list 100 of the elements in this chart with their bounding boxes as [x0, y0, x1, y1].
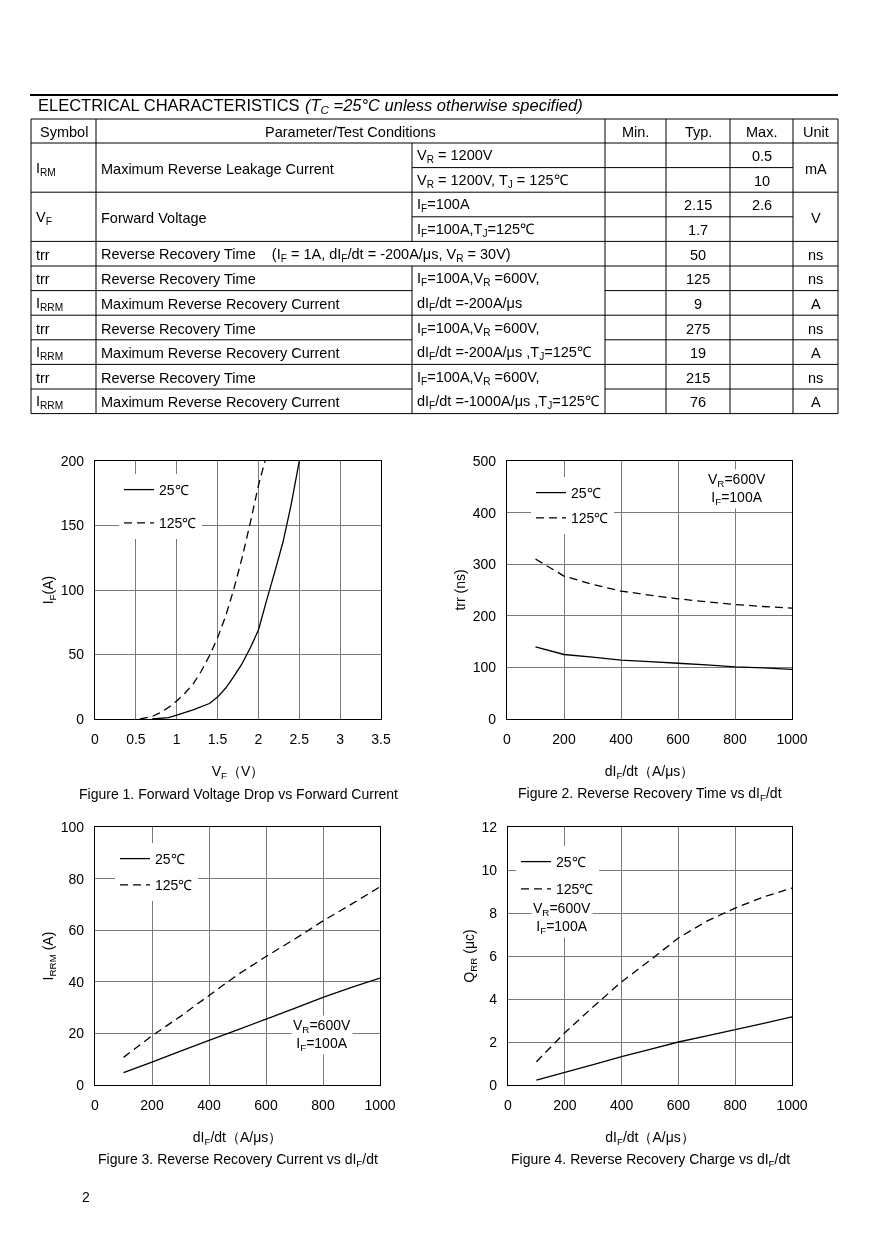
text: I$_{F}$=100A,V$_{R}$ =600V, [417, 270, 540, 289]
text: I$_{RM}$ [36, 160, 56, 179]
text: 1.7 [688, 222, 709, 238]
text: Maximum Reverse Recovery Current [101, 345, 340, 361]
text: (T$_{C}$ =25°C unless otherwise specified) [305, 96, 583, 117]
text: Maximum Reverse Leakage Current [101, 161, 334, 177]
text: V [811, 210, 821, 226]
y-tick-label: 8 [489, 904, 498, 921]
x-tick-label: 600 [666, 730, 690, 747]
text: ns [808, 247, 824, 263]
category-label: Unit [803, 124, 829, 140]
category-label: Min. [622, 124, 650, 140]
x-axis-title: dI$_{F}$/dt（A/μs） [604, 763, 695, 782]
text: Maximum Reverse Recovery Current [101, 296, 340, 312]
y-tick-label: 40 [68, 973, 85, 990]
y-tick-label: 0 [76, 710, 85, 727]
text: dI$_{F}$/dt =-200A/μs [417, 295, 523, 314]
text: V$_{F}$ [36, 209, 52, 228]
x-tick-label: 0 [504, 1096, 513, 1113]
text: dI$_{F}$/dt =-1000A/μs ,T$_{J}$=125℃ [417, 393, 599, 412]
x-tick-label: 0 [503, 730, 512, 747]
annotation: V$_{R}$=600V I$_{F}$=100A [533, 900, 591, 937]
text: 125 [686, 271, 711, 287]
annotation: V$_{R}$=600V I$_{F}$=100A [293, 1017, 351, 1054]
text: Reverse Recovery Time [101, 321, 256, 337]
legend-label: 125℃ [571, 510, 609, 527]
y-tick-label: 60 [68, 922, 85, 939]
legend-label: 125℃ [159, 515, 197, 532]
text: trr [36, 321, 50, 337]
text: 10 [754, 173, 771, 189]
x-tick-label: 400 [609, 730, 633, 747]
text: trr [36, 271, 50, 287]
x-tick-label: 3.5 [371, 730, 391, 747]
category-label: Parameter/Test Conditions [265, 124, 436, 140]
x-tick-label: 0 [91, 1096, 100, 1113]
x-tick-label: 2.5 [289, 730, 310, 747]
category-label: Symbol [40, 124, 89, 140]
x-tick-label: 200 [553, 1096, 577, 1113]
legend-label: 25℃ [159, 482, 189, 499]
text: ns [808, 370, 824, 386]
text: 0.5 [752, 148, 773, 164]
text: trr [36, 370, 50, 386]
legend-label: 125℃ [155, 877, 193, 894]
text: Figure 4. Reverse Recovery Charge vs dI$_{F}$/dt [511, 1151, 791, 1169]
y-axis-title: trr (ns) [452, 569, 469, 611]
text: 2.6 [752, 197, 773, 213]
y-tick-label: 0 [488, 710, 497, 727]
y-tick-label: 300 [472, 556, 497, 573]
text: I$_{F}$=100A,V$_{R}$ =600V, [417, 320, 540, 339]
y-tick-label: 200 [60, 452, 85, 469]
x-axis-title: V$_{F}$（V） [211, 763, 265, 782]
x-tick-label: 200 [552, 730, 576, 747]
text: A [811, 394, 821, 410]
text: A [811, 345, 821, 361]
x-tick-label: 2 [254, 730, 263, 747]
text: mA [805, 161, 827, 177]
y-tick-label: 2 [489, 1033, 498, 1050]
text: I$_{F}$=100A,T$_{J}$=125℃ [417, 221, 535, 240]
x-tick-label: 1000 [776, 730, 808, 747]
x-tick-label: 0.5 [126, 730, 146, 747]
text: Figure 2. Reverse Recovery Time vs dI$_{F}$/dt [518, 785, 782, 803]
text: V$_{R}$ = 1200V, T$_{J}$ = 125℃ [417, 172, 568, 191]
text: ns [808, 271, 824, 287]
y-tick-label: 10 [481, 861, 498, 878]
text: Figure 3. Reverse Recovery Current vs dI$_{F}$/dt [98, 1151, 378, 1169]
legend-label: 25℃ [155, 851, 185, 868]
text: I$_{F}$=100A [417, 196, 470, 215]
x-tick-label: 0 [91, 730, 100, 747]
x-tick-label: 600 [254, 1096, 278, 1113]
text: 2.15 [684, 197, 713, 213]
text: I$_{RRM}$ [36, 295, 64, 314]
y-tick-label: 80 [68, 870, 85, 887]
y-tick-label: 100 [472, 659, 497, 676]
text: I$_{RRM}$ [36, 393, 64, 412]
y-tick-label: 200 [472, 607, 497, 624]
y-tick-label: 0 [76, 1076, 85, 1093]
x-tick-label: 1000 [776, 1096, 808, 1113]
y-tick-label: 400 [472, 504, 497, 521]
text: 76 [690, 394, 707, 410]
legend-label: 25℃ [571, 485, 601, 502]
text: 9 [694, 296, 703, 312]
text: dI$_{F}$/dt =-200A/μs ,T$_{J}$=125℃ [417, 344, 591, 363]
x-tick-label: 3 [336, 730, 345, 747]
x-tick-label: 600 [666, 1096, 691, 1113]
x-axis-title: dI$_{F}$/dt（A/μs） [192, 1129, 283, 1148]
category-label: Max. [746, 124, 778, 140]
text: Maximum Reverse Recovery Current [101, 394, 340, 410]
category-label: Typ. [685, 124, 713, 140]
y-tick-label: 500 [472, 452, 497, 469]
x-tick-label: 1000 [364, 1096, 396, 1113]
text: ELECTRICAL CHARACTERISTICS [38, 96, 300, 114]
text: V$_{R}$ = 1200V [417, 147, 493, 166]
text: A [811, 296, 821, 312]
annotation: V$_{R}$=600V I$_{F}$=100A [708, 471, 766, 508]
legend-label: 25℃ [556, 854, 586, 871]
legend-label: 125℃ [556, 881, 594, 898]
x-tick-label: 800 [723, 730, 747, 747]
y-tick-label: 100 [60, 818, 85, 835]
text: 215 [686, 370, 711, 386]
y-tick-label: 150 [60, 517, 85, 534]
